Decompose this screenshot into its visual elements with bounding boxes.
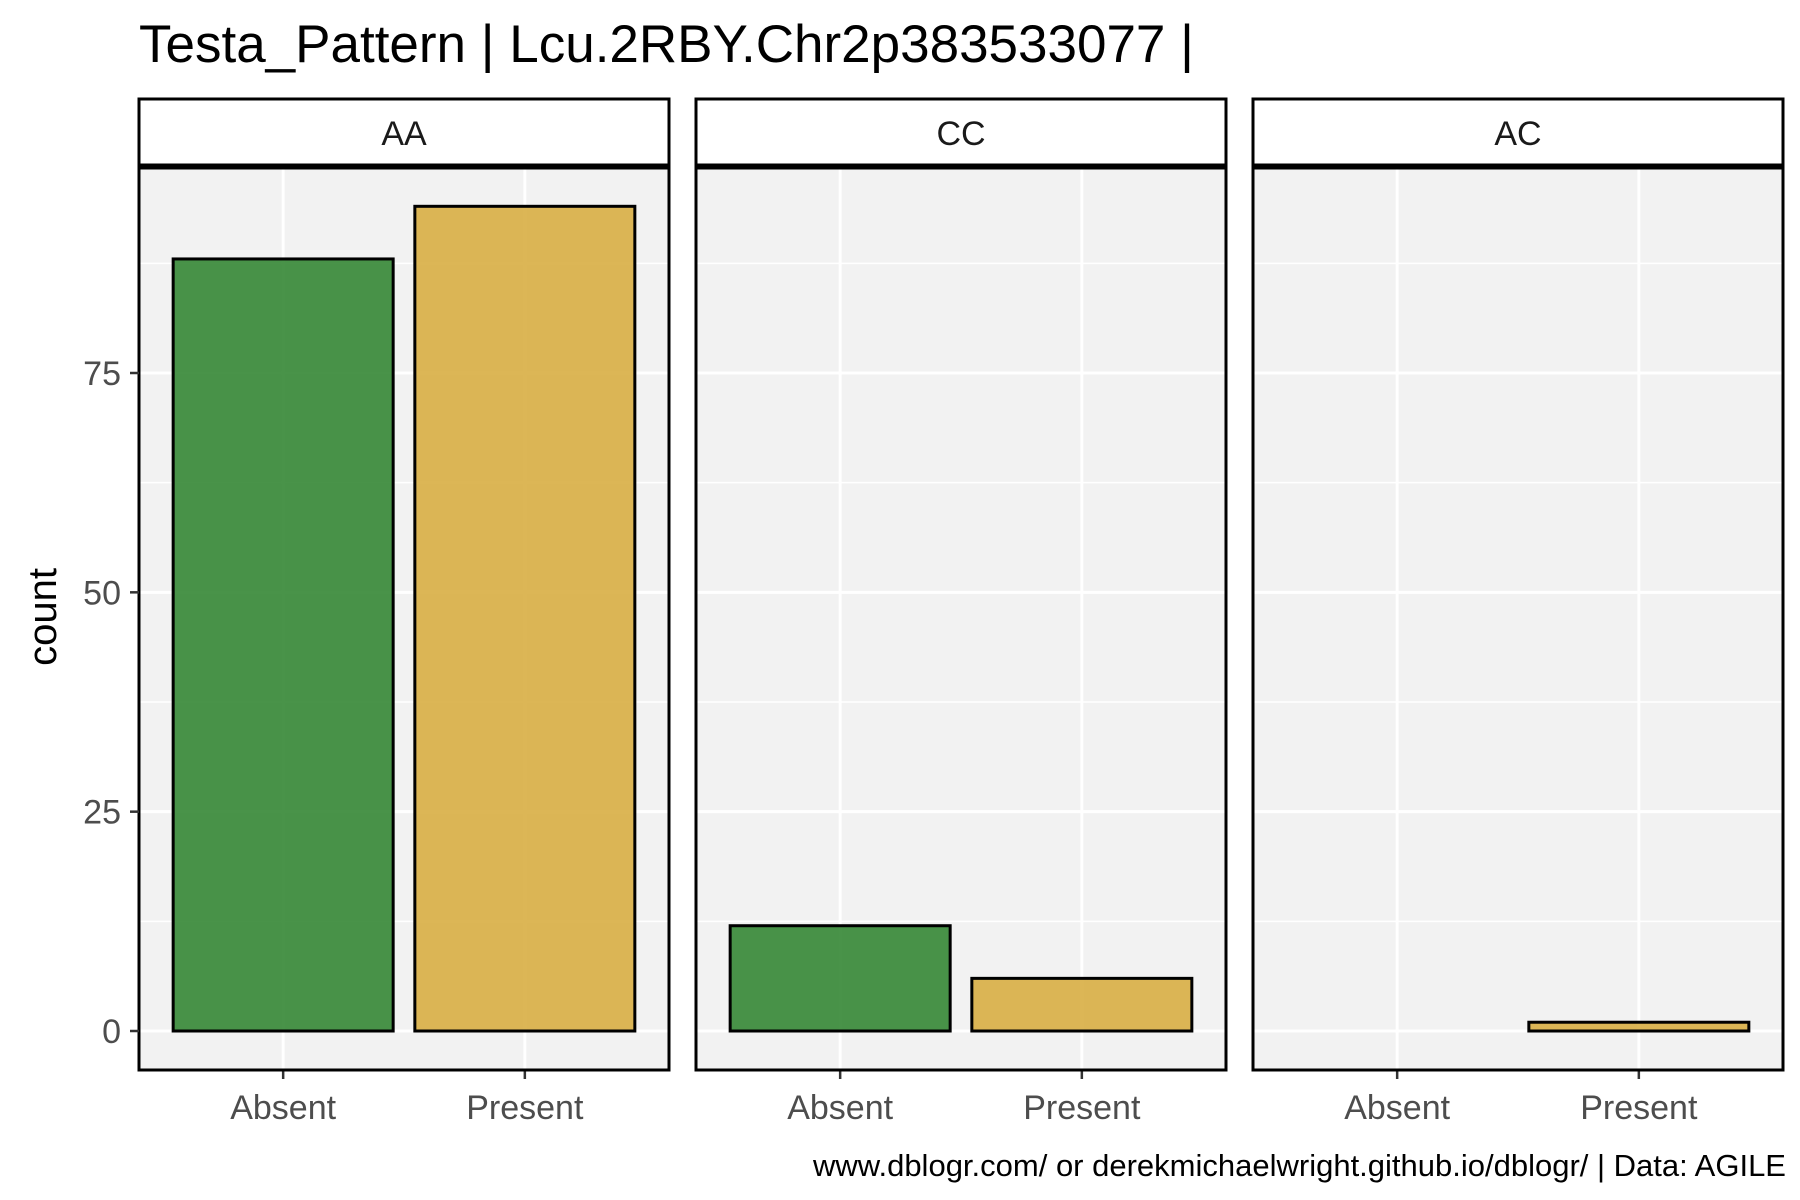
x-tick-label: Absent <box>1344 1089 1450 1127</box>
facet-panels: Absent Present AA Absent Present CC Absent Pres… <box>137 97 1785 1127</box>
chart-title: Testa_Pattern | Lcu.2RBY.Chr2p383533077 … <box>139 15 1194 74</box>
panel-border <box>694 166 1228 1072</box>
facet-strip <box>694 97 1228 167</box>
y-tick-label: 0 <box>102 1013 121 1051</box>
y-tick-label: 50 <box>83 574 121 612</box>
panel-background <box>696 168 1226 1070</box>
x-tick-label: Present <box>1023 1089 1141 1127</box>
facet-strip-label: AC <box>1494 115 1541 153</box>
bar-cc-absent <box>728 924 952 1033</box>
facet-strip-label: CC <box>936 115 985 153</box>
chart-caption: www.dblogr.com/ or derekmichaelwright.gi… <box>812 1148 1786 1183</box>
facet-strip-label: AA <box>381 115 427 153</box>
facet-strip <box>137 97 671 167</box>
panel-border <box>1251 166 1785 1072</box>
bar-aa-absent <box>171 257 395 1033</box>
y-tick-label: 25 <box>83 794 121 832</box>
x-tick-label: Absent <box>230 1089 336 1127</box>
y-axis: 0 25 50 75 <box>83 355 139 1051</box>
x-tick-label: Present <box>466 1089 584 1127</box>
y-tick-label: 75 <box>83 355 121 393</box>
y-axis-title: count <box>21 568 65 666</box>
bar-aa-present <box>413 204 637 1033</box>
facet-cc: Absent Present CC <box>694 97 1228 1127</box>
x-tick-label: Absent <box>787 1089 893 1127</box>
facet-strip <box>1251 97 1785 167</box>
bar-cc-present <box>970 976 1194 1033</box>
bar-ac-present <box>1527 1020 1751 1033</box>
facet-ac: Absent Present AC <box>1251 97 1785 1127</box>
x-tick-label: Present <box>1580 1089 1698 1127</box>
panel-background <box>1253 168 1783 1070</box>
panel-border <box>137 166 671 1072</box>
facet-aa: Absent Present AA <box>137 97 671 1127</box>
